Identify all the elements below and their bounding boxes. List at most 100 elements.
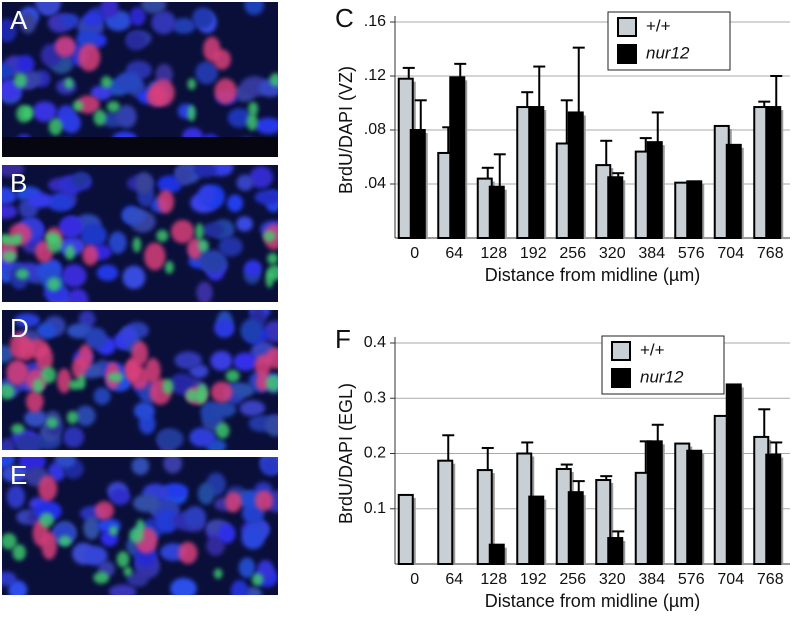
nucleus [214,319,235,338]
cell-red [157,189,175,214]
cell-red [56,368,72,394]
bar [646,141,663,239]
legend-swatch [611,368,631,388]
nucleus [58,216,83,239]
nucleus [59,13,80,29]
nucleus [175,165,192,186]
panel-label: B [10,168,27,198]
bar [725,143,742,240]
cell-green [269,72,278,87]
cell-green [213,568,223,579]
cell-red [131,340,149,367]
cell-green [48,118,63,136]
nucleus [236,174,254,191]
nucleus [132,494,160,513]
nucleus [200,249,227,274]
nucleus [27,192,53,208]
bar [686,180,703,240]
y-tick-label: 0.4 [364,334,386,351]
cell-green [93,109,107,126]
nucleus [212,401,237,418]
x-tick-label: 0 [410,245,419,262]
bar [488,185,505,239]
nucleus [236,216,253,232]
bar [476,469,493,566]
cell-green [3,235,19,246]
cell-green [195,223,204,241]
x-tick-label: 320 [599,571,626,588]
cell-red [38,475,58,502]
nucleus [184,506,207,529]
nucleus [75,405,96,427]
cell-green [44,231,60,243]
cell-green [263,230,276,243]
panel-label: F [335,324,351,354]
cell-green [246,113,258,131]
nucleus [254,189,278,205]
cell-green [187,105,196,122]
cell-red [41,531,58,560]
bar [567,111,584,239]
nucleus [202,222,225,238]
cell-red [264,347,278,369]
nucleus [193,165,217,178]
nucleus [196,281,213,302]
nucleus [2,18,17,43]
nucleus [243,586,262,595]
x-tick-label: 576 [678,571,705,588]
micrograph-dark [2,137,278,157]
cell-green [196,383,208,401]
cell-red [146,85,167,107]
y-tick-label: .04 [364,175,386,192]
nucleus [2,187,17,205]
bar [607,176,624,239]
nucleus [210,350,233,371]
cell-green [93,571,110,584]
cell-green [129,527,144,543]
nucleus [32,101,57,122]
nucleus [109,488,131,505]
cell-red [203,36,221,62]
nucleus [63,426,85,448]
nucleus [227,108,252,128]
nucleus [71,172,90,188]
nucleus [240,318,262,343]
nucleus [83,516,101,540]
nucleus [122,265,146,289]
nucleus [156,428,184,450]
nucleus [116,104,137,129]
nucleus [24,409,47,428]
nucleus [260,457,278,476]
cell-green [2,383,15,400]
cell-green [162,378,174,395]
x-tick-label: 256 [559,245,586,262]
nucleus [61,264,87,288]
panel-label: E [10,460,27,490]
nucleus [218,236,243,257]
nucleus [96,264,119,281]
nucleus [218,523,236,544]
nucleus [163,457,183,474]
bar [567,491,584,565]
nucleus [255,117,278,134]
nucleus [83,545,108,566]
cell-green [123,566,133,577]
cell-green [68,379,82,390]
y-tick-label: .12 [364,67,386,84]
cell-green [107,372,124,383]
bar [765,106,782,239]
y-tick-label: 0.3 [364,389,386,406]
legend-label: nur12 [646,43,690,62]
nucleus [85,327,107,350]
nucleus [226,194,244,212]
nucleus [151,10,176,35]
cell-green [64,244,76,260]
bar [646,440,663,565]
cell-red [78,43,101,72]
nucleus [13,313,41,328]
nucleus [80,223,107,248]
nucleus [174,351,202,370]
y-tick-label: .16 [364,13,386,30]
x-tick-label: 128 [480,245,507,262]
cell-green [251,573,264,586]
